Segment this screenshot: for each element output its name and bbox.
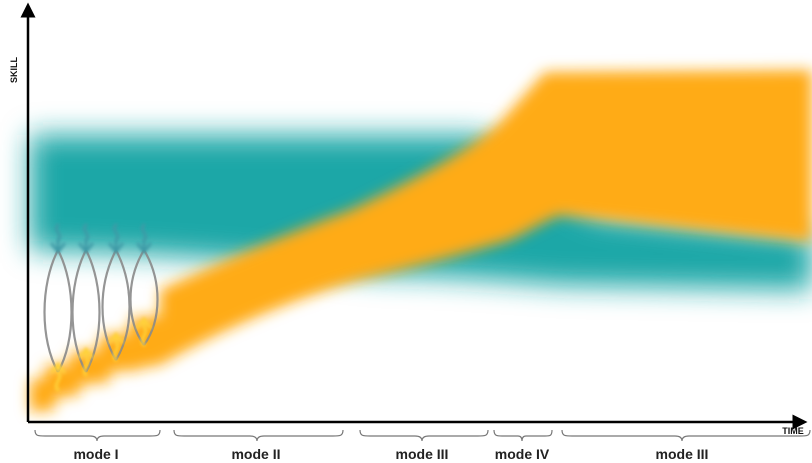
teal-arrow-4 xyxy=(136,223,152,255)
yellow-arrow-1 xyxy=(50,361,66,392)
mode-label-2: mode II xyxy=(231,446,280,462)
oscillation-region xyxy=(43,223,159,392)
teal-arrow-3 xyxy=(108,223,124,255)
brace-mode-4 xyxy=(493,429,553,442)
teal-down-arrows xyxy=(50,223,152,255)
orange-skill-band xyxy=(30,70,812,412)
brace-mode-1 xyxy=(34,429,161,442)
axes: SKILL TIME xyxy=(9,2,808,436)
orange-band-shape xyxy=(30,70,812,412)
oscillation-loop-3 xyxy=(101,249,131,361)
teal-arrow-1 xyxy=(50,223,66,255)
teal-arrow-2 xyxy=(78,223,94,255)
oscillation-loop-2 xyxy=(71,249,101,373)
mode-label-5: mode III xyxy=(656,446,709,462)
yellow-arrow-4 xyxy=(136,316,152,347)
oscillation-loops xyxy=(43,249,159,373)
mode-braces xyxy=(34,429,811,442)
x-axis-label: TIME xyxy=(782,426,804,436)
oscillation-loop-1 xyxy=(43,249,73,373)
yellow-arrow-3 xyxy=(108,331,124,362)
brace-mode-5 xyxy=(561,429,811,442)
mode-label-3: mode III xyxy=(396,446,449,462)
brace-mode-3 xyxy=(359,429,489,442)
y-axis-label: SKILL xyxy=(9,56,19,83)
yellow-arrow-2 xyxy=(78,346,94,377)
mode-label-4: mode IV xyxy=(495,446,550,462)
mode-labels: mode I mode II mode III mode IV mode III xyxy=(73,446,708,462)
brace-mode-2 xyxy=(173,429,344,442)
yellow-up-arrows xyxy=(50,316,152,392)
oscillation-loop-4 xyxy=(129,249,159,346)
mode-label-1: mode I xyxy=(73,446,118,462)
